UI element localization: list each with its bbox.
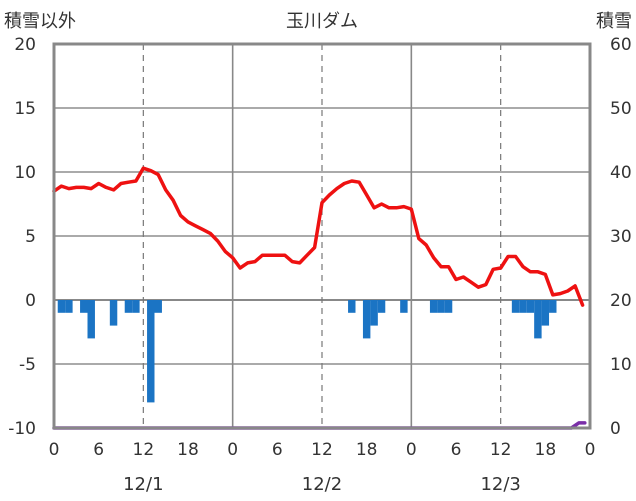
precip-bar (109, 300, 118, 326)
x-tick-label: 0 (49, 440, 60, 460)
precip-bar (348, 300, 356, 313)
y-left-tick-label: 0 (25, 291, 36, 311)
precip-bar (80, 300, 88, 313)
y-right-tick-label: 30 (610, 227, 632, 247)
x-tick-label: 6 (451, 440, 462, 460)
precip-bar (541, 300, 550, 326)
y-left-tick-label: -10 (8, 419, 36, 439)
precip-bar (57, 300, 66, 313)
precip-bar (519, 300, 527, 313)
y-right-tick-label: 60 (610, 35, 632, 55)
x-tick-label: 18 (535, 440, 557, 460)
precip-bar (370, 300, 378, 326)
y-left-tick-label: 20 (14, 35, 36, 55)
precip-bar (87, 300, 95, 339)
y-right-tick-label: 20 (610, 291, 632, 311)
x-tick-label: 6 (93, 440, 104, 460)
precip-bar (437, 300, 445, 313)
precip-bar (154, 300, 162, 313)
temperature-line (52, 166, 585, 307)
precip-bar (444, 300, 453, 313)
x-tick-label: 12 (133, 440, 155, 460)
precip-bar (147, 300, 155, 403)
x-tick-label: 12 (311, 440, 333, 460)
x-tick-label: 0 (585, 440, 596, 460)
x-tick-label: 18 (356, 440, 378, 460)
date-label: 12/3 (480, 474, 520, 495)
precip-bar (65, 300, 73, 313)
x-tick-label: 6 (272, 440, 283, 460)
y-right-tick-label: 0 (610, 419, 621, 439)
y-right-tick-label: 40 (610, 163, 632, 183)
date-label: 12/1 (123, 474, 163, 495)
y-right-tick-label: 10 (610, 355, 632, 375)
precipitation-bars (57, 300, 557, 403)
x-tick-label: 18 (177, 440, 199, 460)
grid (54, 44, 590, 428)
precip-bar (132, 300, 140, 313)
x-tick-label: 0 (227, 440, 238, 460)
y-left-tick-label: 15 (14, 99, 36, 119)
chart-title: 玉川ダム (286, 11, 358, 32)
precip-bar (511, 300, 520, 313)
series-lines (52, 166, 587, 430)
precip-bar (400, 300, 408, 313)
precip-bar (526, 300, 535, 313)
precip-bar (534, 300, 542, 339)
precip-bar (124, 300, 133, 313)
x-tick-label: 12 (490, 440, 512, 460)
y-left-tick-label: 10 (14, 163, 36, 183)
left-axis-label: 積雪以外 (4, 11, 76, 32)
y-left-tick-label: -5 (19, 355, 36, 375)
precip-bar (377, 300, 386, 313)
y-right-tick-label: 50 (610, 99, 632, 119)
precip-bar (429, 300, 438, 313)
right-axis-label: 積雪 (596, 11, 632, 32)
x-tick-label: 0 (406, 440, 417, 460)
precip-bar (549, 300, 557, 313)
plot-frame (52, 42, 592, 430)
precip-bar (362, 300, 371, 339)
date-label: 12/2 (302, 474, 342, 495)
y-left-tick-label: 5 (25, 227, 36, 247)
